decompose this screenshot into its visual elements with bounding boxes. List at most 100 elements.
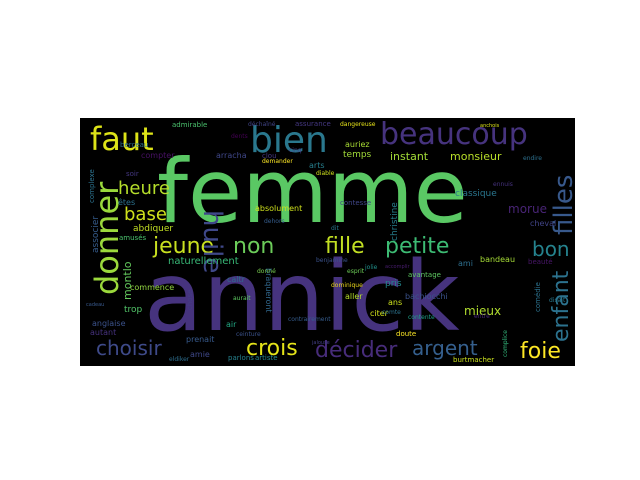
word-clou: clou <box>262 152 277 160</box>
word-femme: femme <box>157 140 468 243</box>
word-foie: foie <box>520 339 561 364</box>
word-dangereuse: dangereuse <box>340 121 376 128</box>
word-bon: bon <box>532 237 570 261</box>
word-annick: annick <box>144 241 460 353</box>
word-entre: entre <box>474 313 490 320</box>
word-comédie: comédie <box>534 282 542 312</box>
word-décider: décider <box>315 338 398 363</box>
word-comte: comte <box>382 309 401 316</box>
word-parlons: parlons <box>228 354 254 362</box>
word-chose: chose <box>186 289 194 310</box>
word-citer: citer <box>370 309 389 318</box>
word-aller: aller <box>345 292 363 301</box>
word-caltr: caltr <box>227 275 246 284</box>
word-disait: disait <box>549 297 566 304</box>
word-temps: temps <box>343 150 372 160</box>
word-non: non <box>233 234 274 259</box>
word-ans: ans <box>388 298 402 307</box>
word-benjamine: benjamine <box>316 257 348 264</box>
word-abdiquer: abdiquer <box>133 224 173 234</box>
word-cheval: cheval <box>530 219 556 228</box>
word-déchaîné: déchaîné <box>248 121 276 128</box>
word-arracha: arracha <box>216 151 247 160</box>
word-contrairement: contrairement <box>288 316 331 323</box>
word-donné: donné <box>257 268 276 275</box>
word-heure: heure <box>118 178 170 199</box>
word-crois: crois <box>246 336 298 361</box>
word-diable: diable <box>316 170 335 177</box>
word-jalouse: jalouse <box>311 340 330 346</box>
word-cadeau: cadeau <box>86 302 104 308</box>
word-artiste: artiste <box>255 354 278 362</box>
word-anglaise: anglaise <box>92 319 126 328</box>
word-argent: argent <box>412 336 478 360</box>
word-arts: arts <box>309 161 325 170</box>
word-complice: complice <box>502 330 509 357</box>
word-amie: amie <box>190 350 210 359</box>
word-dents: dents <box>231 133 248 140</box>
word-monsieur: monsieur <box>450 150 502 163</box>
word-air: air <box>226 320 237 329</box>
word-êtes: êtes <box>118 197 135 207</box>
word-instant: instant <box>390 150 429 163</box>
word-mieux: mieux <box>464 304 501 318</box>
word-fille: fille <box>325 234 365 259</box>
word-ami: ami <box>458 259 473 268</box>
word-morue: morue <box>508 202 547 216</box>
word-filles: filles <box>549 175 579 235</box>
word-enfant: enfant <box>549 270 574 342</box>
word-petite: petite <box>385 234 449 259</box>
word-esprit: esprit <box>347 268 365 275</box>
word-jeune: jeune <box>152 234 214 259</box>
cloud-background <box>80 118 575 366</box>
word-eldiker: eldiker <box>169 356 190 363</box>
word-huile: huile <box>197 210 227 273</box>
word-commence: commence <box>130 283 174 292</box>
word-bien: bien <box>250 120 328 161</box>
word-christine: christine <box>390 202 400 241</box>
word-pris: pris <box>385 279 402 289</box>
word-ceinture: ceinture <box>236 331 261 338</box>
word-choisir: choisir <box>96 336 162 360</box>
word-absolument: absolument <box>255 204 302 213</box>
word-complexe: complexe <box>88 169 96 203</box>
word-aurait: aurait <box>233 295 251 302</box>
word-base: base <box>124 204 167 225</box>
word-montlo: montlo <box>121 261 134 300</box>
word-classique: classique <box>455 189 497 199</box>
word-amusés: amusés <box>119 234 146 242</box>
word-demander: demander <box>262 158 293 165</box>
word-berceau: berceau <box>120 141 148 149</box>
word-assurance: assurance <box>295 120 331 128</box>
word-naturellement: naturellement <box>168 256 239 267</box>
word-contesse: contesse <box>340 199 371 207</box>
word-dehors: dehors <box>264 218 285 225</box>
word-prenait: prenait <box>186 335 214 344</box>
word-jolie: jolie <box>364 264 378 271</box>
word-trop: trop <box>124 305 143 315</box>
word-burtmacher: burtmacher <box>453 356 494 364</box>
word-compter: compter <box>141 151 175 160</box>
word-faut: faut <box>90 120 154 158</box>
word-beauté: beauté <box>528 258 553 266</box>
word-braqueront: braqueront <box>264 268 273 313</box>
word-admirable: admirable <box>172 121 207 129</box>
word-avantage: avantage <box>408 271 441 279</box>
word-dit: dit <box>331 225 339 232</box>
word-beaucoup: beaucoup <box>380 117 528 152</box>
word-auriez: auriez <box>345 140 370 149</box>
word-cinq: cinq <box>289 147 302 154</box>
word-bandeau: bandeau <box>480 255 515 264</box>
word-accomplir: accomplir <box>385 264 410 270</box>
word-ennuis: ennuis <box>493 181 513 188</box>
word-contente: contente <box>408 314 435 321</box>
word-endire: endire <box>523 155 542 162</box>
word-associer: associer <box>91 216 101 253</box>
word-autant: autant <box>90 328 116 337</box>
word-dominique: dominique <box>331 282 363 289</box>
word-donner: donner <box>88 181 126 295</box>
word-anchois: anchois <box>480 123 500 129</box>
word-bachiocchi: bachiocchi <box>405 292 448 301</box>
word-doute: doute <box>396 330 416 338</box>
